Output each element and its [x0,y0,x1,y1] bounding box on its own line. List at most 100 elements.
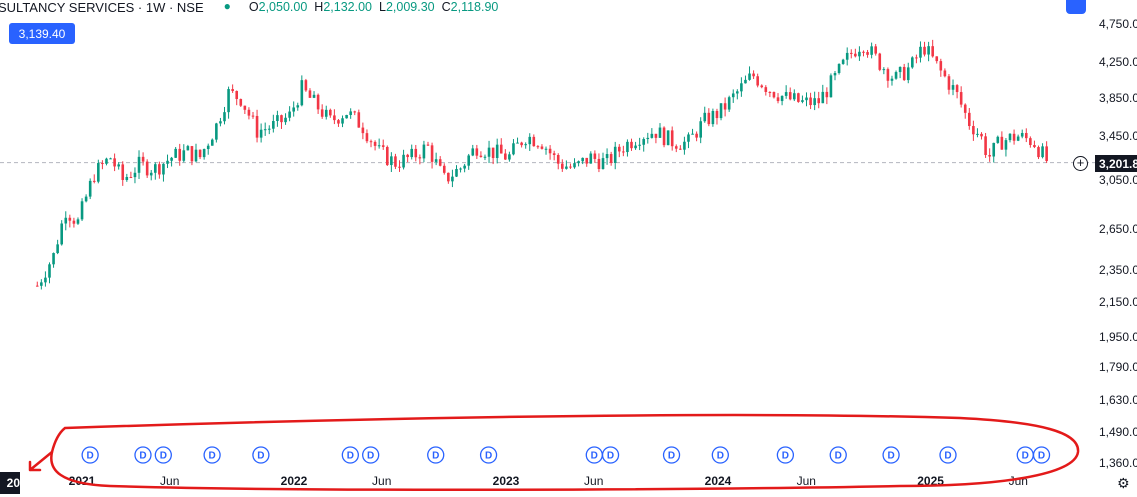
candle-body [776,97,780,102]
dividend-marker[interactable]: D [939,446,957,464]
candle-body [97,163,100,182]
candle-body [117,164,120,167]
candle-body [365,133,369,142]
dividend-marker[interactable]: D [154,446,172,464]
candle-body [963,104,967,113]
candle-body [772,92,776,98]
dividend-marker[interactable]: D [829,446,847,464]
candle-body [898,66,902,73]
dividend-marker[interactable]: D [585,446,603,464]
candle-body [609,154,613,163]
candle-body [1041,146,1044,158]
candle-body [837,63,841,74]
dividend-marker[interactable]: D [662,446,681,464]
dividend-marker[interactable]: D [479,446,498,464]
candle-body [980,133,983,137]
candle-body [638,144,641,146]
candle-body [532,136,536,147]
candle-body [442,165,446,173]
candle-body [499,144,503,154]
candle-body [284,117,287,123]
candle-body [931,46,934,57]
corner-label: 20 [0,472,20,494]
candle-body [858,51,861,57]
candle-body [1033,145,1036,148]
dividend-marker[interactable]: D [203,446,221,464]
dividend-marker[interactable]: D [81,446,99,464]
candle-body [341,118,344,124]
svg-text:D: D [367,451,374,462]
candle-body [613,146,617,163]
dividend-marker[interactable]: D [427,446,445,464]
candle-body [133,172,137,178]
plus-icon[interactable]: + [1073,156,1088,171]
candle-body [715,110,719,119]
settings-icon[interactable] [1066,0,1086,14]
svg-text:D: D [257,451,264,462]
candle-body [976,133,979,135]
gear-icon[interactable]: ⚙ [1117,475,1130,491]
candle-body [601,158,605,170]
candle-body [886,69,890,81]
candle-body [723,103,727,110]
candle-body [121,164,125,180]
candle-body [605,154,609,159]
candle-body [357,112,361,128]
candle-body [947,76,951,90]
candle-body [202,149,206,158]
dividend-marker[interactable]: D [252,446,270,464]
time-tick-label: Jun [372,474,391,488]
candle-body [410,148,414,158]
candle-body [756,76,759,86]
dividend-marker[interactable]: D [362,446,380,464]
price-axis[interactable]: 1,360.00 1,490.00 1,630.00 1,790.00 1,950.00… [1099,17,1137,470]
candle-body [76,219,80,224]
candle-body [247,109,251,116]
ohlc-close: C2,118.90 [441,0,499,14]
candle-body [687,134,690,142]
price-tick-label: 1,790.00 [1099,360,1137,374]
candle-body [780,95,784,102]
candle-body [581,157,584,162]
candle-body [658,127,662,138]
candle-body [849,52,853,54]
dividend-marker[interactable]: D [711,446,729,464]
dividend-marker[interactable]: D [134,446,152,464]
candle-body [48,264,51,278]
candle-body [866,52,869,55]
candle-body [760,85,764,88]
dividend-marker[interactable]: D [1016,446,1034,464]
candle-body [854,53,857,57]
dividend-marker[interactable]: D [601,446,620,464]
candle-body [752,73,755,77]
symbol-title[interactable]: SULTANCY SERVICES · 1W · NSE [0,0,204,14]
candle-body [585,157,589,164]
candle-body [813,98,816,106]
dividend-marker[interactable]: D [1032,446,1051,464]
candle-body [630,141,633,149]
candle-body [101,163,104,165]
ohlc-high: H2,132.00 [314,0,372,14]
time-axis[interactable]: 2021 Jun 2022 Jun 2023 Jun 2024 Jun 2025 Jun [69,474,1028,488]
price-tick-label: 1,630.00 [1099,393,1137,407]
candle-body [369,141,373,143]
candle-body [784,92,788,96]
dividend-marker[interactable]: D [882,446,900,464]
candle-body [862,51,865,53]
candle-body [915,57,918,59]
candle-body [385,146,389,166]
candle-body [158,164,161,175]
price-tick-label: 2,350.00 [1099,263,1137,277]
candle-body [524,144,527,146]
time-tick-label: 2024 [705,474,732,488]
svg-text:D: D [668,451,675,462]
candle-body [345,114,348,119]
dividend-marker[interactable]: D [776,446,795,464]
candle-body [219,121,222,124]
dividend-marker[interactable]: D [341,446,359,464]
price-tick-label: 2,150.00 [1099,295,1137,309]
candle-body [154,164,157,173]
svg-text:D: D [717,451,724,462]
